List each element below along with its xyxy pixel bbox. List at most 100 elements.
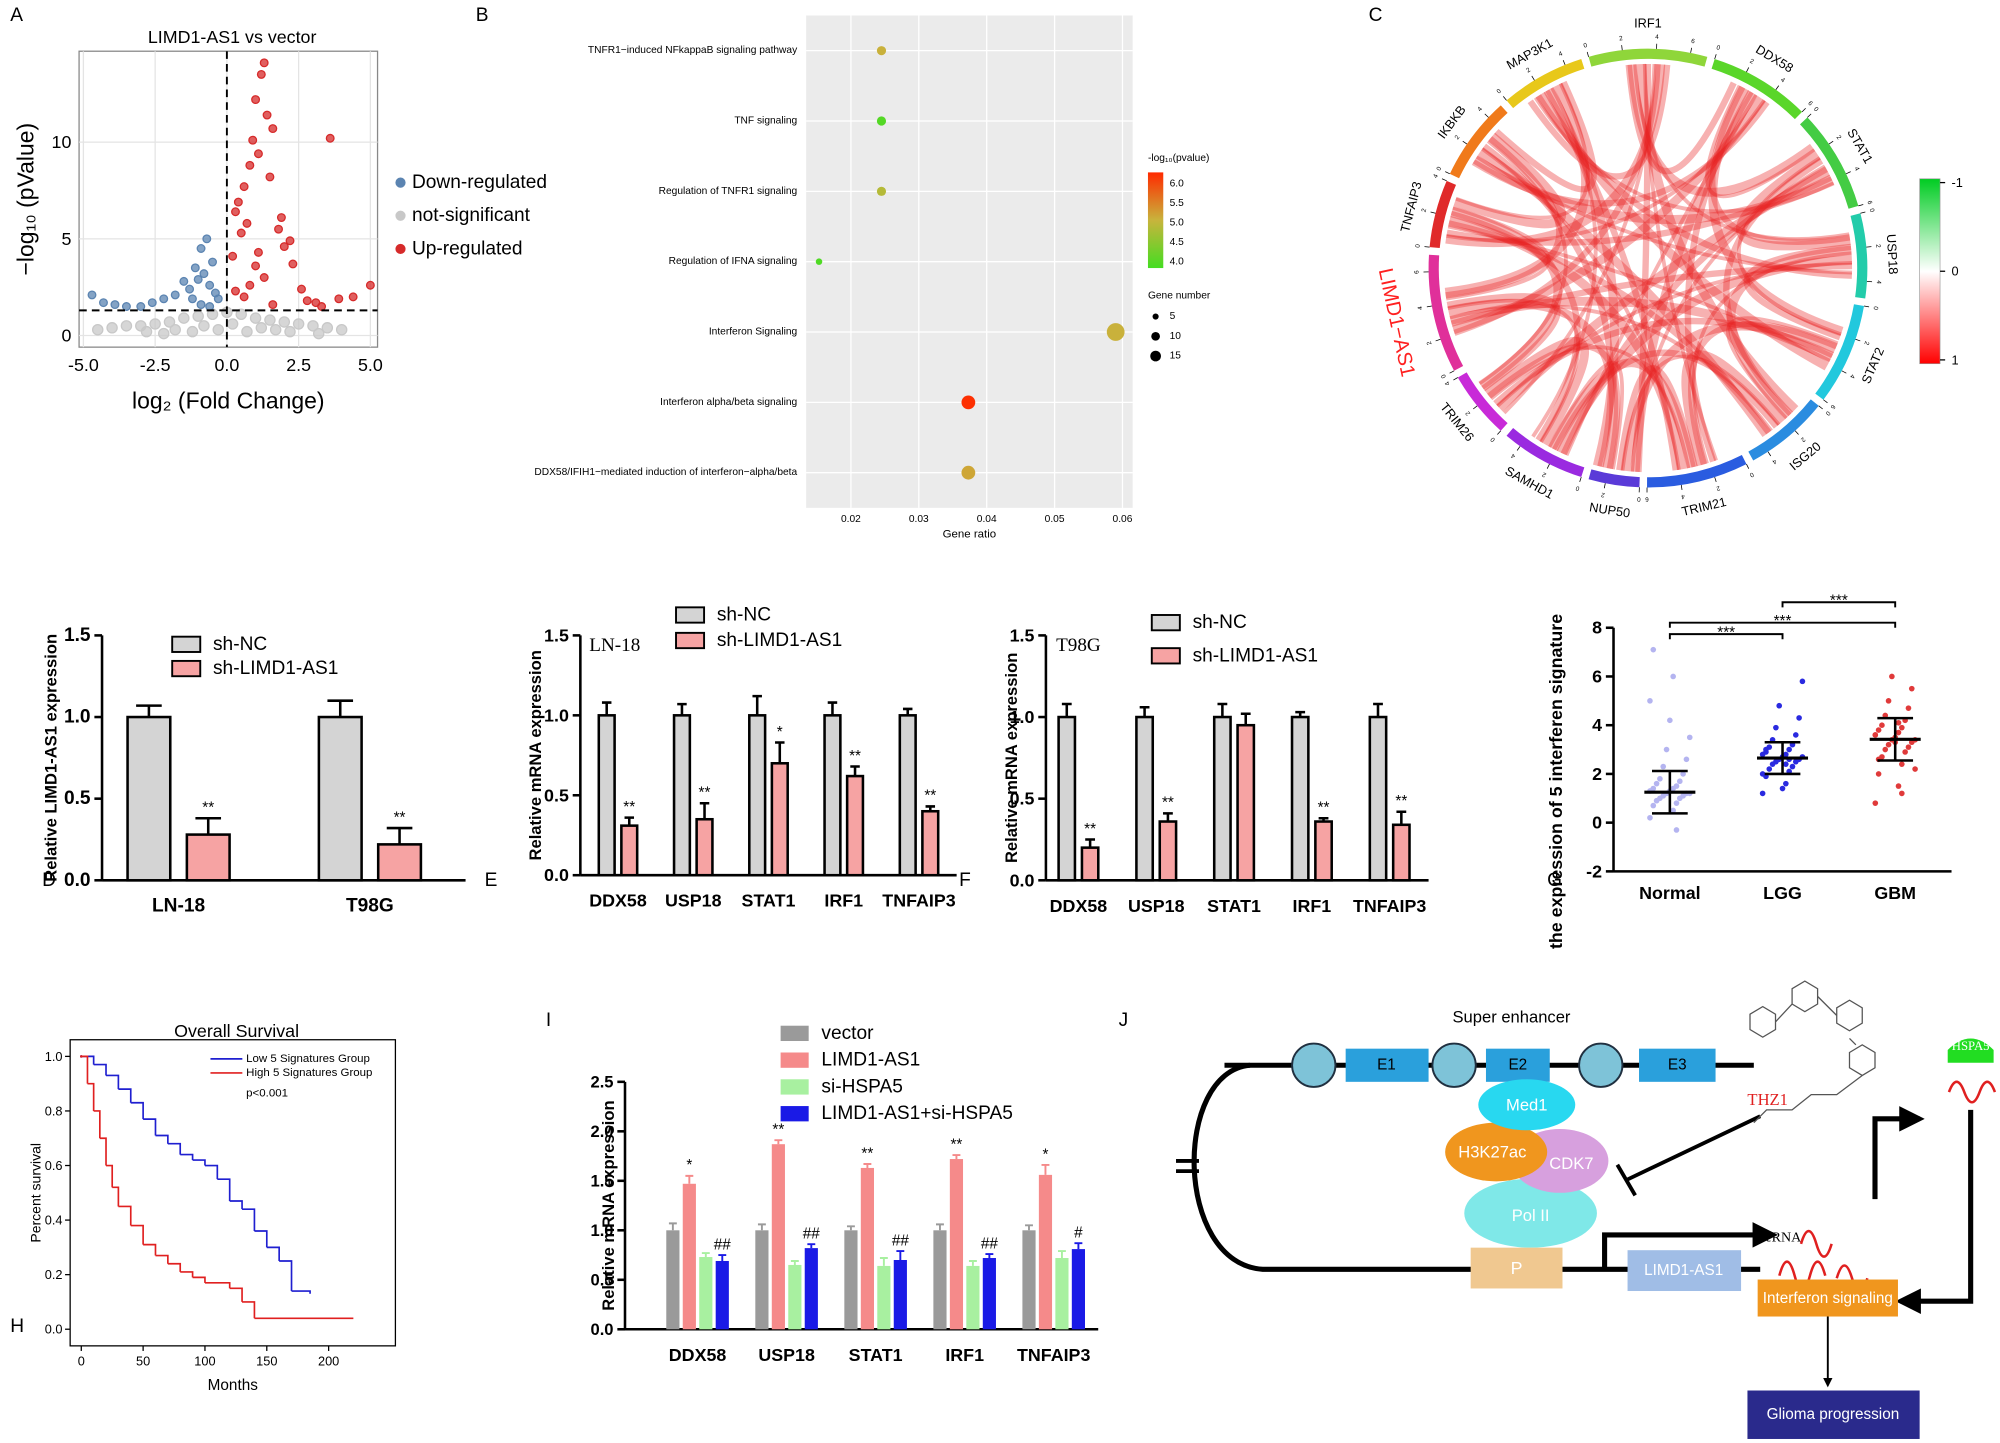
x-tick-label: 50 <box>136 1354 150 1369</box>
ring-tick <box>1823 399 1828 404</box>
ring-tick-label: 2 <box>1426 340 1434 346</box>
point <box>1882 712 1889 719</box>
ring-tick-label: 0 <box>1440 373 1448 380</box>
y-tick-label: DDX58/IFIH1−mediated induction of interf… <box>534 467 797 478</box>
chord-link <box>1627 64 1816 197</box>
point <box>1882 746 1889 753</box>
x-tick-label: 0 <box>78 1354 85 1369</box>
y-tick-label: 0.4 <box>45 1213 63 1228</box>
error-bar <box>925 805 936 812</box>
chord-segment <box>1850 213 1868 299</box>
point <box>149 318 161 330</box>
chord-link <box>1475 155 1853 275</box>
survival-step <box>279 1260 293 1292</box>
y-tick-label: 0.0 <box>544 865 569 885</box>
point <box>1799 678 1806 685</box>
significance-label: ** <box>1395 793 1407 810</box>
point <box>1653 780 1660 787</box>
bar <box>771 1144 785 1330</box>
ring-tick-label: 2 <box>1525 66 1532 74</box>
bar <box>1057 715 1077 882</box>
colorbar <box>1147 172 1164 269</box>
point <box>192 310 204 322</box>
point <box>1899 790 1905 797</box>
ring-tick-label: 0 <box>1868 208 1876 214</box>
ring-tick <box>1714 476 1717 483</box>
point <box>121 302 131 311</box>
significance-label: *** <box>1774 613 1792 630</box>
significance-label: ## <box>981 1235 999 1252</box>
chord-link <box>1445 136 1563 299</box>
y-tick-label: 0.0 <box>1010 870 1035 890</box>
ring-tick-label: 2 <box>1619 35 1624 42</box>
point <box>268 124 278 134</box>
ring-tick <box>1845 171 1851 175</box>
chord-link <box>1705 84 1816 199</box>
x-tick-label: DDX58 <box>1050 896 1108 916</box>
legend-label: si-HSPA5 <box>821 1076 902 1097</box>
error-bar <box>850 765 860 777</box>
chord-link <box>1735 151 1851 251</box>
error-bar <box>685 1174 694 1184</box>
x-tick-label: GBM <box>1874 883 1916 903</box>
chord-link <box>1691 251 1852 464</box>
ring-tick <box>1860 211 1866 214</box>
chord-link <box>1723 158 1824 417</box>
outcome-label: Glioma progression <box>1767 1406 1900 1423</box>
error-bar <box>827 701 838 716</box>
x-tick-label: 0.0 <box>214 355 239 375</box>
dot <box>1106 323 1125 341</box>
chord-link <box>1545 87 1619 467</box>
chord-link <box>1564 94 1758 456</box>
significance-label: ** <box>772 1122 784 1139</box>
ring-tick <box>1441 178 1447 182</box>
point <box>255 322 268 334</box>
point <box>284 325 296 338</box>
error-bar <box>879 1257 888 1266</box>
ring-tick <box>1746 463 1750 469</box>
error-bar <box>718 1254 727 1261</box>
survival-step <box>266 1246 280 1262</box>
significance-label: *** <box>1717 624 1735 641</box>
ring-tick-label: 0 <box>1824 409 1832 417</box>
ring-tick <box>1579 476 1582 483</box>
y-tick-label: 4 <box>1592 715 1602 735</box>
bar <box>1022 1230 1036 1330</box>
x-tick-label: STAT1 <box>1207 896 1261 916</box>
ring-tick-label: 0 <box>1436 165 1444 172</box>
chord-link <box>1620 354 1781 471</box>
point <box>226 318 239 330</box>
enhancer-label: E1 <box>1377 1057 1396 1074</box>
ring-tick <box>1801 108 1806 113</box>
hspa5-shape <box>1947 1038 1994 1063</box>
significance-label: ** <box>394 809 406 826</box>
significance-label: ** <box>861 1145 873 1162</box>
point <box>1686 734 1693 741</box>
ring-tick-label: 4 <box>1848 373 1856 380</box>
bar <box>1055 1258 1069 1330</box>
x-tick-label: 5.0 <box>358 355 383 375</box>
point <box>1763 746 1769 753</box>
x-tick-label: USP18 <box>758 1345 815 1365</box>
chord-link <box>1450 210 1581 442</box>
error-bar <box>136 704 162 718</box>
ring-tick <box>1531 75 1535 81</box>
chord-link <box>1736 156 1842 337</box>
error-bar <box>677 702 687 716</box>
survival-step <box>180 1271 194 1278</box>
point <box>202 234 212 244</box>
point <box>325 133 335 143</box>
point <box>1783 751 1789 758</box>
panel-label: H <box>10 1316 24 1337</box>
panel-label: J <box>1119 1010 1129 1031</box>
size-legend-label: 15 <box>1170 351 1182 362</box>
y-axis-label: Relative mRNA expression <box>1002 653 1021 863</box>
ring-tick <box>1858 204 1864 207</box>
ring-tick-label: 4 <box>1476 105 1484 113</box>
significance-label: ** <box>950 1136 962 1153</box>
enhancer-label: E3 <box>1668 1057 1687 1074</box>
colorbar-title: -log₁₀(pvalue) <box>1148 153 1209 164</box>
point <box>317 302 327 311</box>
legend-swatch <box>1150 647 1181 665</box>
enhancer-box <box>1639 1048 1716 1082</box>
